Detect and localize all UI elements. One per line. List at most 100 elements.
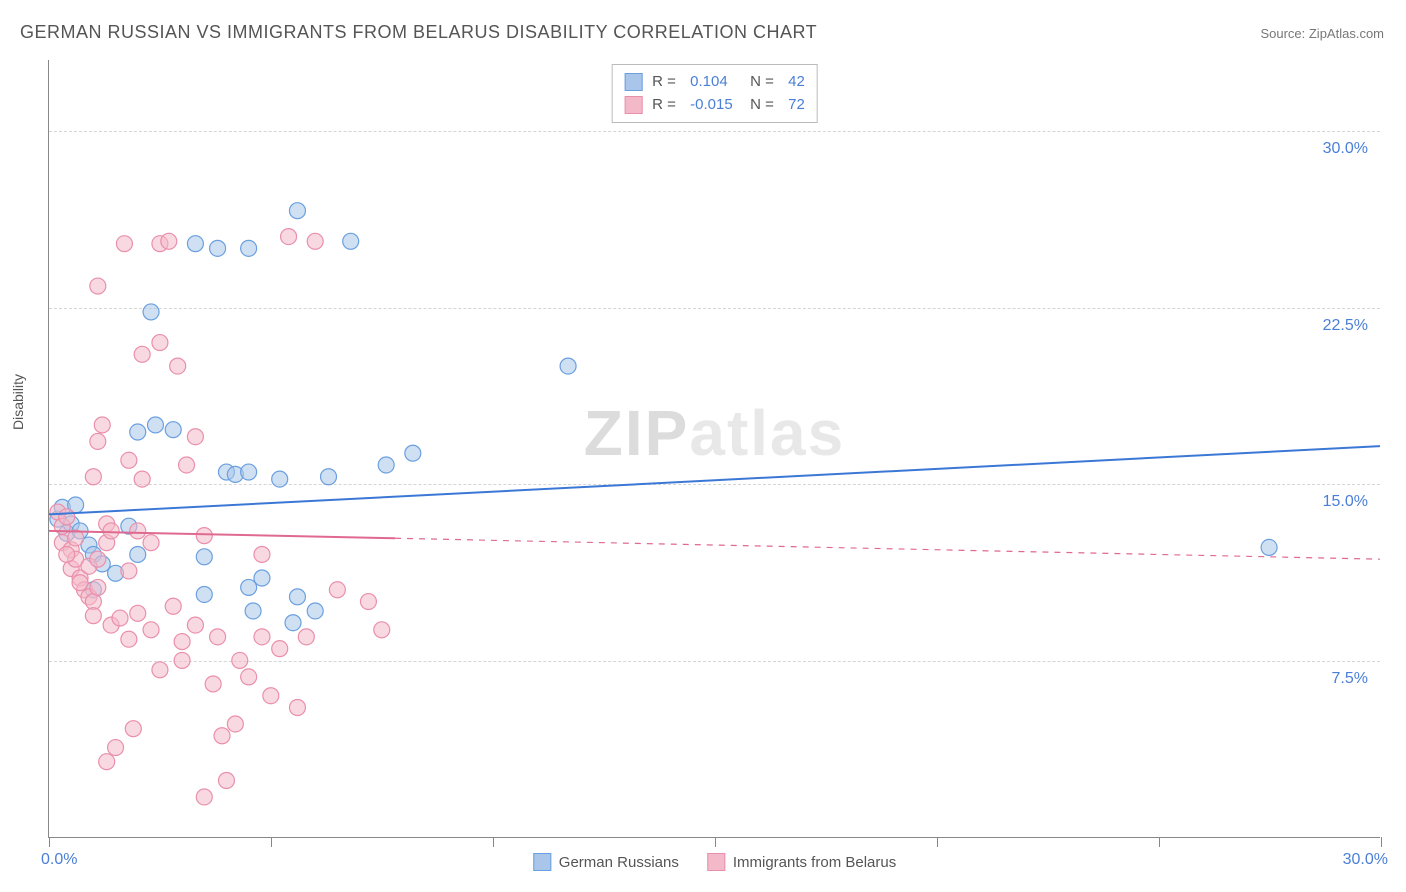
source-attribution: Source: ZipAtlas.com (1260, 26, 1384, 41)
data-point (130, 424, 146, 440)
data-point (85, 608, 101, 624)
data-point (125, 721, 141, 737)
data-point (152, 662, 168, 678)
trend-line-dashed (395, 538, 1380, 559)
data-point (187, 617, 203, 633)
chart-title: GERMAN RUSSIAN VS IMMIGRANTS FROM BELARU… (20, 22, 817, 43)
data-point (99, 754, 115, 770)
stats-n-label-2: N = (750, 94, 778, 117)
data-point (254, 570, 270, 586)
data-point (343, 233, 359, 249)
data-point (227, 716, 243, 732)
data-point (205, 676, 221, 692)
data-point (281, 229, 297, 245)
stats-box: R = 0.104 N = 42 R = -0.015 N = 72 (611, 64, 818, 123)
data-point (254, 629, 270, 645)
data-point (90, 551, 106, 567)
data-point (121, 563, 137, 579)
stats-row-2: R = -0.015 N = 72 (624, 94, 805, 117)
legend: German Russians Immigrants from Belarus (533, 853, 896, 871)
y-axis-title: Disability (10, 374, 26, 430)
data-point (72, 575, 88, 591)
data-point (560, 358, 576, 374)
data-point (130, 546, 146, 562)
data-point (289, 203, 305, 219)
stats-r-label-2: R = (652, 94, 680, 117)
legend-item-2: Immigrants from Belarus (707, 853, 896, 871)
stats-r-value-1: 0.104 (690, 71, 740, 94)
data-point (121, 452, 137, 468)
data-point (241, 669, 257, 685)
data-point (90, 579, 106, 595)
data-point (321, 469, 337, 485)
data-point (405, 445, 421, 461)
data-point (90, 278, 106, 294)
data-point (254, 546, 270, 562)
data-point (130, 605, 146, 621)
data-point (329, 582, 345, 598)
data-point (112, 610, 128, 626)
data-point (165, 422, 181, 438)
legend-swatch-1 (533, 853, 551, 871)
stats-r-label-1: R = (652, 71, 680, 94)
chart-plot-area: ZIPatlas 7.5%15.0%22.5%30.0% 0.0% 30.0% … (48, 60, 1380, 838)
data-point (174, 634, 190, 650)
data-point (307, 603, 323, 619)
data-point (245, 603, 261, 619)
data-point (143, 535, 159, 551)
data-point (272, 641, 288, 657)
data-point (179, 457, 195, 473)
data-point (289, 700, 305, 716)
data-point (143, 622, 159, 638)
legend-swatch-2 (707, 853, 725, 871)
data-point (59, 509, 75, 525)
data-point (307, 233, 323, 249)
data-point (196, 789, 212, 805)
data-point (134, 346, 150, 362)
stats-swatch-2 (624, 96, 642, 114)
data-point (170, 358, 186, 374)
stats-row-1: R = 0.104 N = 42 (624, 71, 805, 94)
data-point (241, 579, 257, 595)
data-point (196, 549, 212, 565)
data-point (134, 471, 150, 487)
x-axis-min-label: 0.0% (41, 851, 77, 869)
data-point (378, 457, 394, 473)
data-point (121, 631, 137, 647)
stats-r-value-2: -0.015 (690, 94, 740, 117)
data-point (116, 236, 132, 252)
data-point (285, 615, 301, 631)
data-point (218, 773, 234, 789)
data-point (298, 629, 314, 645)
legend-label-1: German Russians (559, 854, 679, 871)
data-point (263, 688, 279, 704)
data-point (232, 652, 248, 668)
data-point (374, 622, 390, 638)
data-point (174, 652, 190, 668)
data-point (210, 629, 226, 645)
data-point (130, 523, 146, 539)
data-point (214, 728, 230, 744)
data-point (187, 429, 203, 445)
data-point (187, 236, 203, 252)
scatter-svg (49, 60, 1380, 837)
data-point (59, 546, 75, 562)
x-axis-max-label: 30.0% (1343, 851, 1388, 869)
data-point (196, 586, 212, 602)
data-point (272, 471, 288, 487)
data-point (360, 594, 376, 610)
data-point (143, 304, 159, 320)
legend-label-2: Immigrants from Belarus (733, 854, 896, 871)
data-point (1261, 539, 1277, 555)
stats-swatch-1 (624, 73, 642, 91)
data-point (90, 433, 106, 449)
data-point (94, 417, 110, 433)
data-point (152, 335, 168, 351)
data-point (85, 469, 101, 485)
data-point (108, 740, 124, 756)
data-point (147, 417, 163, 433)
legend-item-1: German Russians (533, 853, 679, 871)
data-point (161, 233, 177, 249)
data-point (196, 528, 212, 544)
stats-n-value-2: 72 (788, 94, 805, 117)
